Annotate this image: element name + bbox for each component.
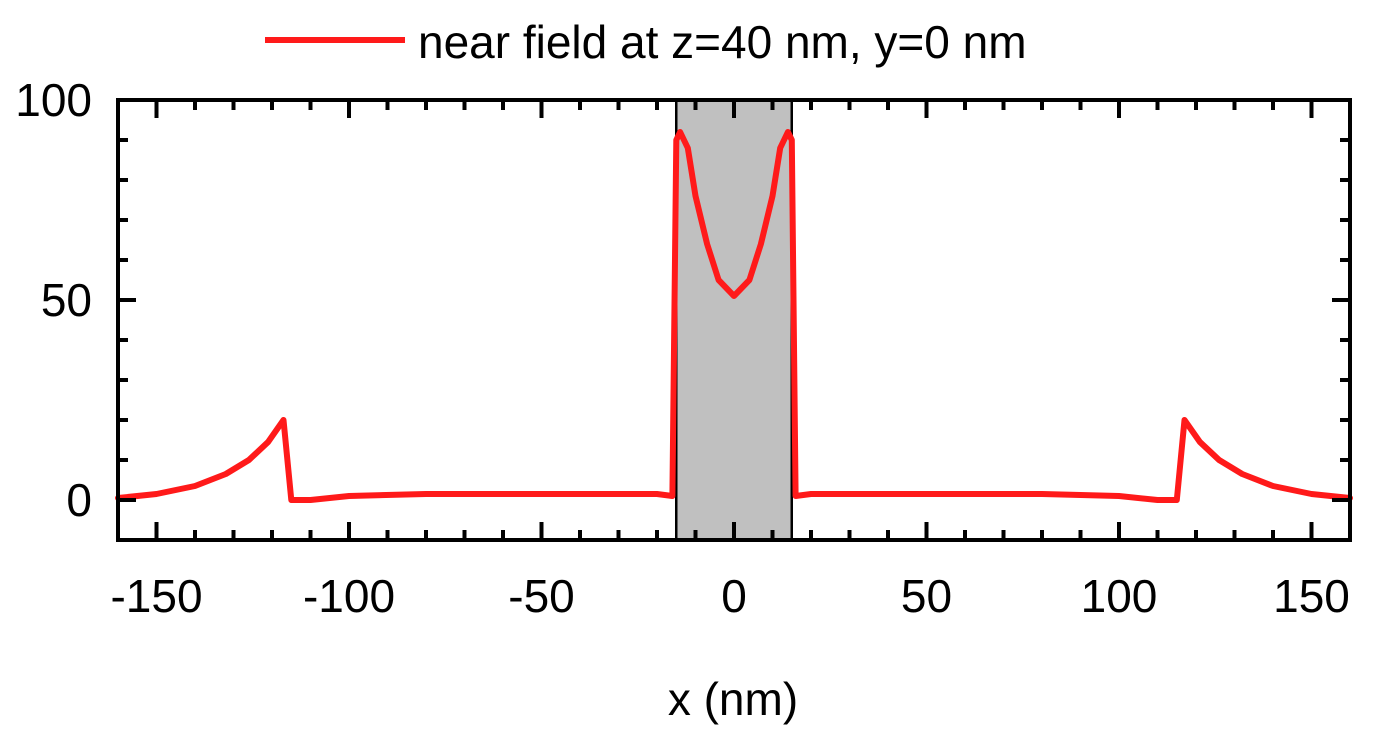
x-axis-tick-labels: -150 -100 -50 0 50 100 150 [110, 570, 1349, 622]
y-tick-label: 0 [66, 474, 92, 526]
x-tick-label: 0 [721, 570, 747, 622]
series-line-near-field [115, 129, 1353, 503]
shaded-region [676, 100, 792, 540]
x-tick-label: 100 [1081, 570, 1158, 622]
y-tick-label: 100 [15, 74, 92, 126]
x-tick-label: 150 [1273, 570, 1350, 622]
x-axis-title: x (nm) [668, 673, 798, 725]
y-axis-ticks [118, 98, 1350, 542]
legend: near field at z=40 nm, y=0 nm [265, 16, 1027, 68]
x-tick-label: -50 [508, 570, 574, 622]
y-axis-tick-labels: 0 50 100 [15, 74, 92, 526]
x-tick-label: 50 [901, 570, 952, 622]
x-tick-label: -150 [110, 570, 202, 622]
y-tick-label: 50 [41, 274, 92, 326]
x-axis-ticks [116, 100, 1352, 540]
legend-label: near field at z=40 nm, y=0 nm [418, 16, 1027, 68]
x-tick-label: -100 [303, 570, 395, 622]
